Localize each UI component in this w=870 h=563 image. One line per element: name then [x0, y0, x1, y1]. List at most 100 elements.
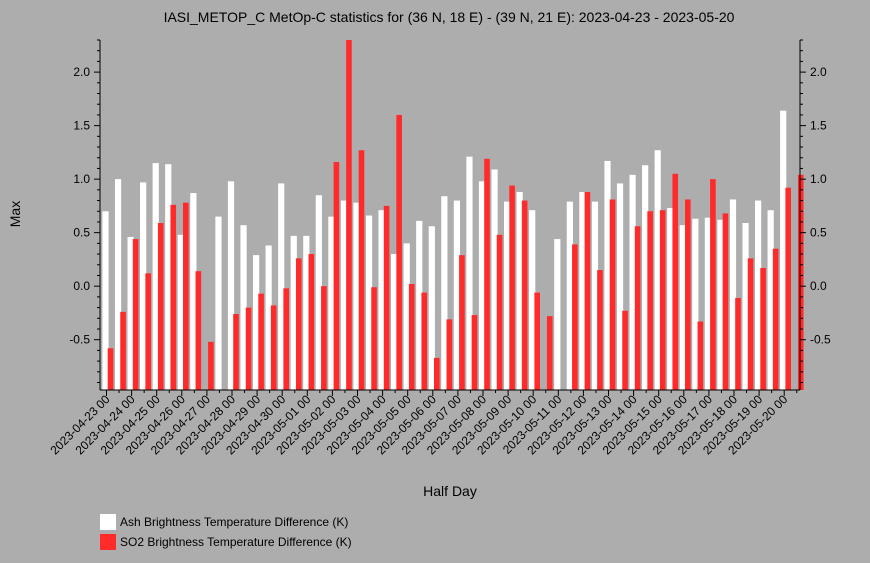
so2-bar-47: [697, 321, 704, 390]
ash-bar-28: [453, 200, 460, 390]
legend-item-ash: Ash Brightness Temperature Difference (K…: [100, 512, 352, 532]
ash-bar-14: [278, 183, 285, 390]
so2-bar-15: [295, 258, 302, 390]
so2-bar-13: [270, 305, 277, 390]
y-tick-label-left-4: 1.5: [73, 119, 90, 133]
so2-bar-21: [371, 287, 377, 390]
so2-bar-19: [346, 40, 352, 390]
so2-bar-31: [496, 234, 503, 390]
so2-bar-37: [572, 244, 578, 390]
so2-bar-46: [685, 199, 691, 390]
y-tick-label-right-1: 0.0: [810, 279, 827, 293]
ash-bar-3: [140, 182, 147, 390]
ash-bar-6: [177, 234, 184, 390]
so2-bar-43: [647, 211, 653, 390]
legend-swatch-so2: [100, 534, 116, 550]
so2-bar-5: [170, 204, 177, 390]
x-axis-label: Half Day: [423, 483, 477, 499]
ash-bar-34: [529, 210, 536, 390]
ash-bar-27: [441, 196, 448, 390]
so2-bar-22: [383, 205, 390, 390]
y-tick-label-left-3: 1.0: [73, 172, 90, 186]
so2-bar-42: [634, 226, 641, 390]
so2-bar-38: [584, 191, 591, 390]
so2-bar-33: [521, 200, 528, 390]
ash-bar-38: [579, 191, 586, 390]
bar-group: [102, 40, 804, 391]
ash-bar-52: [755, 200, 762, 390]
ash-bar-31: [491, 169, 498, 390]
ash-bar-41: [616, 183, 624, 390]
so2-bar-16: [308, 254, 315, 390]
ash-bar-49: [717, 219, 724, 390]
y-tick-label-left-2: 0.5: [73, 226, 90, 240]
so2-bar-11: [245, 307, 252, 390]
so2-bar-10: [233, 314, 239, 390]
so2-bar-12: [258, 293, 264, 390]
ash-bar-22: [378, 210, 385, 390]
ash-bar-53: [767, 210, 774, 390]
so2-bar-25: [421, 292, 428, 390]
ash-bar-17: [315, 195, 322, 390]
so2-bar-29: [471, 315, 478, 390]
ash-bar-15: [290, 235, 297, 390]
ash-bar-1: [114, 179, 122, 390]
so2-bar-20: [358, 150, 365, 390]
so2-bar-35: [546, 316, 553, 390]
so2-bar-34: [534, 292, 540, 390]
so2-bar-53: [772, 248, 779, 390]
so2-bar-4: [157, 223, 164, 390]
so2-bar-2: [132, 239, 139, 390]
so2-bar-32: [509, 185, 515, 390]
ash-bar-16: [303, 235, 310, 390]
so2-bar-40: [609, 199, 616, 390]
so2-bar-27: [446, 319, 453, 390]
ash-bar-51: [742, 223, 749, 390]
y-tick-label-right-2: 0.5: [810, 226, 827, 240]
ash-bar-44: [654, 150, 661, 390]
ash-bar-48: [704, 217, 711, 390]
so2-bar-49: [722, 213, 729, 390]
y-tick-label-left-1: 0.0: [73, 279, 90, 293]
so2-bar-28: [459, 255, 465, 390]
ash-bar-2: [127, 236, 134, 390]
ash-bar-40: [604, 160, 611, 390]
ash-bar-45: [667, 208, 674, 390]
so2-bar-30: [484, 158, 490, 390]
ash-bar-23: [391, 254, 398, 390]
ash-bar-29: [466, 156, 473, 390]
ash-bar-9: [215, 216, 222, 390]
so2-bar-44: [659, 210, 666, 390]
so2-bar-8: [208, 341, 214, 390]
ash-bar-32: [504, 201, 511, 390]
so2-bar-18: [333, 162, 340, 390]
ash-bar-54: [780, 110, 787, 390]
ash-bar-33: [516, 191, 523, 390]
ash-bar-25: [416, 220, 423, 390]
ash-bar-4: [152, 163, 159, 390]
legend-swatch-ash: [100, 514, 116, 530]
ash-bar-0: [102, 211, 109, 390]
so2-bar-6: [183, 202, 189, 390]
so2-bar-1: [120, 311, 126, 390]
ash-bar-19: [340, 200, 348, 390]
so2-bar-17: [321, 286, 327, 390]
ash-bar-43: [642, 165, 649, 390]
ash-bar-47: [692, 218, 699, 390]
so2-bar-14: [283, 288, 289, 390]
legend-label-so2: SO2 Brightness Temperature Difference (K…: [120, 535, 352, 549]
ash-bar-10: [227, 181, 235, 390]
so2-bar-55: [797, 174, 804, 390]
y-tick-label-right-5: 2.0: [810, 65, 827, 79]
so2-bar-51: [747, 258, 754, 390]
ash-bar-5: [165, 164, 172, 390]
ash-bar-46: [679, 225, 686, 390]
so2-bar-45: [672, 173, 679, 390]
so2-bar-7: [195, 271, 202, 390]
chart-title: IASI_METOP_C MetOp-C statistics for (36 …: [163, 9, 735, 25]
ash-bar-13: [265, 245, 272, 390]
so2-bar-54: [785, 187, 791, 390]
so2-bar-41: [622, 310, 628, 390]
ash-bar-24: [403, 243, 410, 390]
